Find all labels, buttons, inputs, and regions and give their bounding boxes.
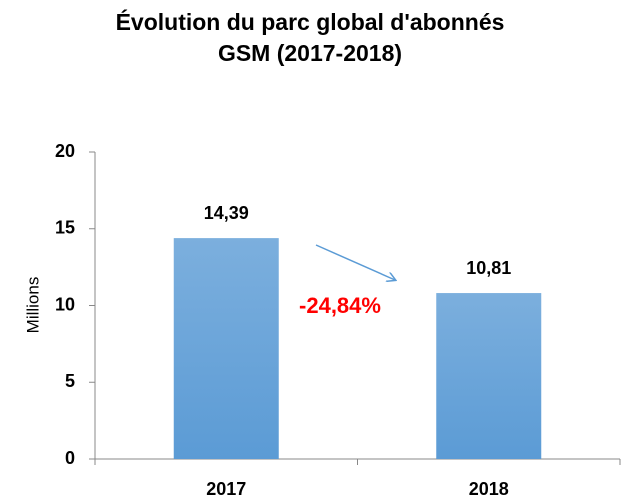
annotation: -24,84% bbox=[299, 293, 381, 318]
data-label: 14,39 bbox=[204, 203, 249, 223]
data-label: 10,81 bbox=[466, 258, 511, 278]
y-tick-label: 15 bbox=[55, 218, 75, 238]
x-tick-label: 2017 bbox=[206, 479, 246, 499]
bar bbox=[173, 238, 279, 459]
y-tick-label: 10 bbox=[55, 294, 75, 314]
trend-arrow bbox=[315, 244, 395, 280]
y-tick-label: 5 bbox=[65, 371, 75, 391]
y-tick-label: 0 bbox=[65, 448, 75, 468]
chart-title: GSM (2017-2018) bbox=[218, 40, 402, 66]
bar bbox=[436, 293, 542, 459]
y-axis-label: Millions bbox=[23, 277, 42, 334]
y-tick-label: 20 bbox=[55, 141, 75, 161]
chart-title: Évolution du parc global d'abonnés bbox=[116, 8, 505, 35]
x-tick-label: 2018 bbox=[469, 479, 509, 499]
